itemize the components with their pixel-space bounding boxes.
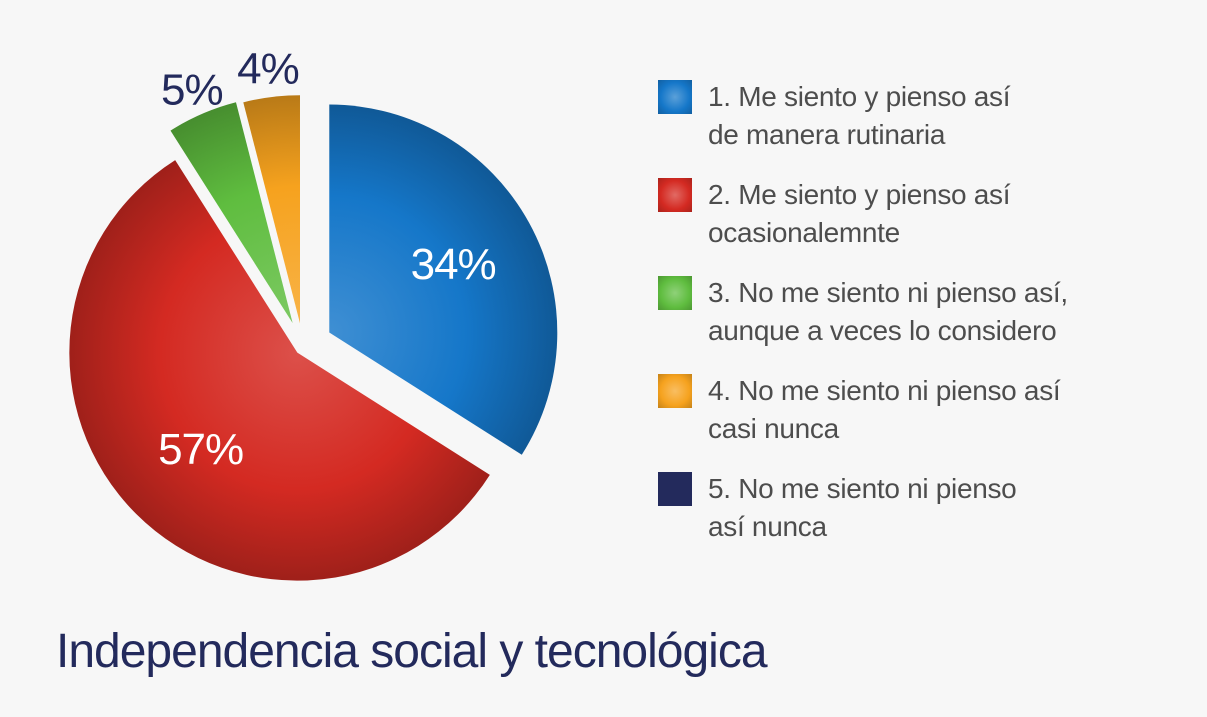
legend: 1. Me siento y pienso así de manera rutin… bbox=[658, 78, 1188, 568]
legend-item-1: 1. Me siento y pienso así de manera rutin… bbox=[658, 78, 1188, 176]
slice-value-label-4: 4% bbox=[237, 45, 299, 94]
legend-label: 4. No me siento ni pienso así casi nunca bbox=[708, 372, 1061, 448]
slice-value-label-2: 57% bbox=[158, 425, 243, 474]
legend-label: 3. No me siento ni pienso así, aunque a v… bbox=[708, 274, 1068, 350]
legend-label-line-2: casi nunca bbox=[708, 413, 839, 444]
legend-swatch bbox=[658, 472, 692, 506]
legend-swatch bbox=[658, 178, 692, 212]
pie-slice-3 bbox=[170, 102, 293, 324]
legend-item-3: 3. No me siento ni pienso así, aunque a v… bbox=[658, 274, 1188, 372]
legend-label-line-2: aunque a veces lo considero bbox=[708, 315, 1057, 346]
legend-label-line-2: ocasionalemnte bbox=[708, 217, 900, 248]
legend-item-5: 5. No me siento ni pienso así nunca bbox=[658, 470, 1188, 568]
pie-labels: 34% 57% 5% 4% bbox=[158, 45, 497, 474]
slice-value-label-3: 5% bbox=[161, 66, 223, 115]
legend-label: 1. Me siento y pienso así de manera rutin… bbox=[708, 78, 1011, 154]
slice-value-label-1: 34% bbox=[411, 240, 496, 289]
legend-label: 2. Me siento y pienso así ocasionalemnte bbox=[708, 176, 1011, 252]
legend-label: 5. No me siento ni pienso así nunca bbox=[708, 470, 1017, 546]
legend-label-line-2: de manera rutinaria bbox=[708, 119, 946, 150]
pie-slice-2 bbox=[69, 160, 490, 581]
legend-label-line-1: 1. Me siento y pienso así bbox=[708, 81, 1011, 112]
pie-slices bbox=[69, 95, 558, 581]
pie-slice-4 bbox=[243, 95, 300, 324]
legend-swatch bbox=[658, 80, 692, 114]
legend-swatch bbox=[658, 374, 692, 408]
legend-label-line-2: así nunca bbox=[708, 511, 827, 542]
pie-slice-1 bbox=[329, 104, 558, 455]
legend-label-line-1: 2. Me siento y pienso así bbox=[708, 179, 1011, 210]
legend-item-2: 2. Me siento y pienso así ocasionalemnte bbox=[658, 176, 1188, 274]
legend-item-4: 4. No me siento ni pienso así casi nunca bbox=[658, 372, 1188, 470]
legend-label-line-1: 3. No me siento ni pienso así, bbox=[708, 277, 1068, 308]
legend-swatch bbox=[658, 276, 692, 310]
legend-label-line-1: 4. No me siento ni pienso así bbox=[708, 375, 1061, 406]
chart-title: Independencia social y tecnológica bbox=[56, 625, 768, 678]
legend-label-line-1: 5. No me siento ni pienso bbox=[708, 473, 1017, 504]
